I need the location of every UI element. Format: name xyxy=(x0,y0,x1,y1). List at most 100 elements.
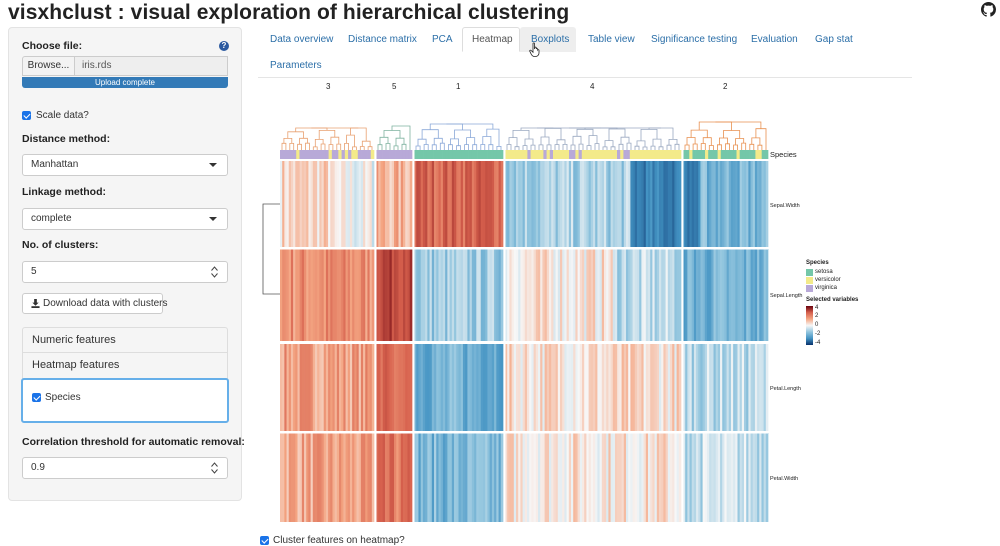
heatmap-cell xyxy=(394,433,397,522)
species-annotation-cell xyxy=(604,150,608,159)
dendrogram-branch xyxy=(540,136,550,145)
heatmap-cell xyxy=(730,249,734,341)
heatmap-cell xyxy=(293,433,296,522)
cluster-features-checkbox[interactable] xyxy=(260,536,269,545)
heatmap-cell xyxy=(429,344,433,431)
heatmap-cell xyxy=(297,344,301,431)
heatmap-cell xyxy=(308,249,311,341)
tab-parameters[interactable]: Parameters xyxy=(270,60,322,71)
distance-method-select[interactable]: Manhattan xyxy=(22,154,228,176)
heatmap-cell xyxy=(555,161,559,247)
file-name-field[interactable]: iris.rds xyxy=(75,56,228,76)
tab-evaluation[interactable]: Evaluation xyxy=(751,34,798,45)
linkage-method-select[interactable]: complete xyxy=(22,208,228,230)
github-icon[interactable] xyxy=(981,2,996,17)
heatmap-cell xyxy=(332,433,336,522)
cluster-separator xyxy=(503,150,506,523)
heatmap-cell xyxy=(385,433,388,522)
heatmap-cell xyxy=(619,161,622,247)
heatmap-cell xyxy=(632,249,636,341)
heatmap-cell xyxy=(487,344,491,431)
dendrogram-branch xyxy=(431,144,437,150)
species-feature-checkbox[interactable] xyxy=(32,393,41,402)
heatmap-cell xyxy=(586,249,589,341)
heatmap-cell xyxy=(306,344,309,431)
dendrogram-branch xyxy=(472,144,478,150)
tab-significance-testing[interactable]: Significance testing xyxy=(651,34,738,45)
dendrogram-branch xyxy=(281,142,287,150)
heatmap-features-panel[interactable]: Heatmap features xyxy=(22,353,228,379)
heatmap-cell xyxy=(304,161,307,247)
species-annotation-cell xyxy=(686,150,690,159)
heatmap-cell xyxy=(645,433,649,522)
species-annotation-cell xyxy=(405,150,410,159)
tab-table-view[interactable]: Table view xyxy=(588,34,635,45)
heatmap-cell xyxy=(672,344,675,431)
heatmap-cell xyxy=(343,344,346,431)
heatmap-cell xyxy=(702,249,706,341)
heatmap-cell xyxy=(341,249,344,341)
heatmap-cell xyxy=(645,249,649,341)
dendrogram-branch xyxy=(283,138,293,144)
scale-data-checkbox[interactable] xyxy=(22,111,31,120)
species-annotation-cell xyxy=(487,150,491,159)
numeric-features-panel[interactable]: Numeric features xyxy=(22,327,228,353)
heatmap-cell xyxy=(691,344,695,431)
heatmap-cell xyxy=(735,161,738,247)
heatmap-cell xyxy=(735,344,738,431)
heatmap-cell xyxy=(634,161,638,247)
heatmap-cell xyxy=(434,249,437,341)
tab-boxplots[interactable]: Boxplots xyxy=(531,34,570,45)
heatmap-cell xyxy=(535,161,539,247)
heatmap-cell xyxy=(295,161,298,247)
heatmap-cell xyxy=(754,433,758,522)
heatmap-cell xyxy=(349,433,353,522)
heatmap-cell xyxy=(527,433,530,522)
heatmap-cell xyxy=(389,433,393,522)
tab-distance-matrix[interactable]: Distance matrix xyxy=(348,34,417,45)
heatmap-cell xyxy=(332,344,336,431)
heatmap-cell xyxy=(724,161,727,247)
heatmap-cell xyxy=(447,433,450,522)
heatmap-cell xyxy=(369,344,373,431)
browse-button[interactable]: Browse... xyxy=(22,56,75,76)
heatmap-cell xyxy=(544,344,548,431)
heatmap-cell xyxy=(757,249,760,341)
heatmap-cell xyxy=(418,161,422,247)
dendrogram-branch xyxy=(488,144,494,150)
tab-gap-stat[interactable]: Gap stat xyxy=(815,34,853,45)
heatmap-cell xyxy=(312,249,316,341)
species-annotation-cell xyxy=(578,150,583,159)
heatmap-cell xyxy=(735,433,738,522)
heatmap-cell xyxy=(456,249,459,341)
heatmap-cell xyxy=(672,249,675,341)
dendrogram-branch xyxy=(486,128,500,147)
heatmap-cell xyxy=(330,344,333,431)
tab-pca[interactable]: PCA xyxy=(432,34,453,45)
heatmap-cell xyxy=(584,161,587,247)
tab-data-overview[interactable]: Data overview xyxy=(270,34,334,45)
heatmap-cell xyxy=(389,161,393,247)
help-icon[interactable]: ? xyxy=(219,41,229,51)
spinner-arrows-icon[interactable] xyxy=(211,266,218,278)
heatmap-cell xyxy=(665,249,669,341)
spinner-arrows-icon[interactable] xyxy=(211,462,218,474)
dendrogram-branch xyxy=(700,143,706,150)
correlation-threshold-input[interactable]: 0.9 xyxy=(22,457,228,479)
heatmap-cell xyxy=(317,344,320,431)
heatmap-cell xyxy=(641,249,644,341)
clusters-input[interactable]: 5 xyxy=(22,261,228,283)
heatmap-cell xyxy=(425,344,428,431)
heatmap-cell xyxy=(442,161,446,247)
species-annotation-cell xyxy=(322,150,326,159)
dendrogram-branch xyxy=(658,146,664,150)
heatmap-cell xyxy=(637,433,640,522)
heatmap-cell xyxy=(604,161,607,247)
species-annotation-cell xyxy=(436,150,440,159)
dendrogram-branch xyxy=(538,144,544,150)
heatmap-cell xyxy=(628,433,631,522)
tab-heatmap[interactable]: Heatmap xyxy=(472,34,513,45)
download-clusters-button[interactable]: Download data with clusters xyxy=(22,293,168,314)
species-annotation-cell xyxy=(452,150,456,159)
heatmap-cell xyxy=(663,249,666,341)
